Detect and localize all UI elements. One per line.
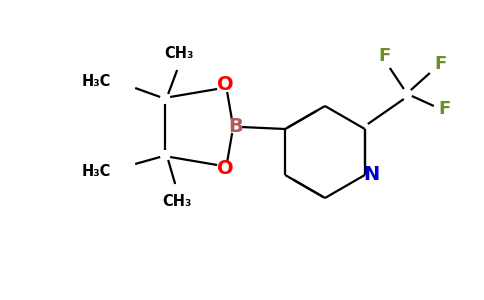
- Text: B: B: [228, 118, 242, 136]
- Text: N: N: [363, 166, 380, 184]
- Text: O: O: [217, 76, 233, 94]
- Text: CH₃: CH₃: [165, 46, 194, 61]
- Text: H₃C: H₃C: [82, 74, 111, 88]
- Text: F: F: [378, 47, 391, 65]
- Text: H₃C: H₃C: [82, 164, 111, 178]
- Text: CH₃: CH₃: [163, 194, 192, 208]
- Text: O: O: [217, 160, 233, 178]
- Text: F: F: [435, 55, 447, 73]
- Text: F: F: [439, 100, 451, 118]
